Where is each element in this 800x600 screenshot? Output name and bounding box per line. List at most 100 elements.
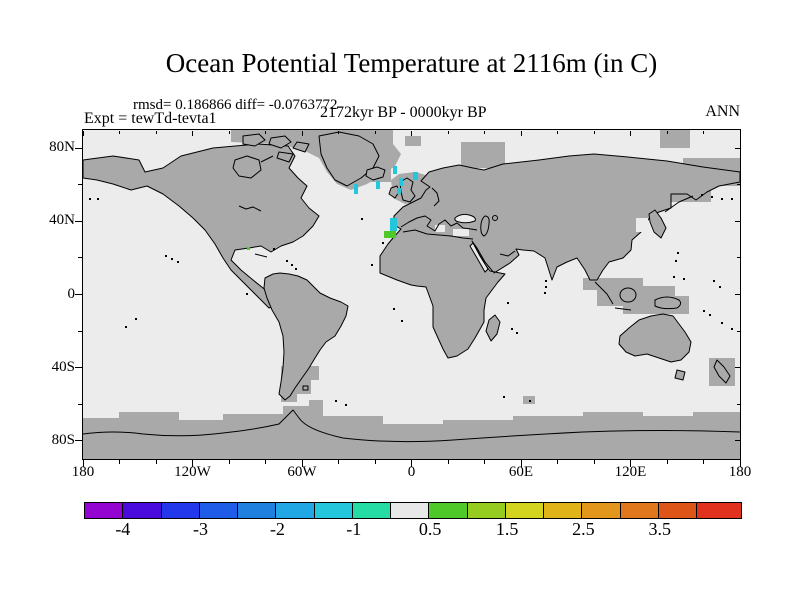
lon-tick-top: [666, 131, 668, 134]
lon-tick-bottom: [82, 460, 84, 467]
iceland: [365, 166, 386, 181]
colorbar-segment: [504, 503, 543, 518]
lon-tick-top: [301, 131, 303, 136]
plot-title: Ocean Potential Temperature at 2116m (in…: [165, 48, 658, 78]
lon-tick-bottom: [666, 460, 668, 464]
colorbar-tick-label: -1: [346, 519, 362, 539]
lat-axis-label: 0: [67, 285, 76, 302]
eurasia-africa: [379, 153, 740, 359]
lon-tick-bottom: [703, 460, 704, 464]
colorbar-segment: [619, 503, 658, 518]
lon-tick-bottom: [119, 460, 120, 464]
sea-of-japan: [636, 218, 648, 232]
lon-tick-bottom: [520, 460, 522, 467]
lon-tick-top: [374, 131, 376, 134]
anomaly-patch-pos_green: [384, 231, 396, 238]
colorbar-segment: [390, 503, 429, 518]
south-america: [263, 272, 349, 401]
colorbar-segment: [237, 503, 276, 518]
lon-tick-top: [593, 131, 595, 134]
anomaly-patch-neg_cyan: [354, 184, 358, 194]
lon-tick-top: [484, 131, 485, 134]
java-coast: [614, 307, 632, 311]
anomaly-patch-neg_cyan: [399, 178, 403, 186]
lat-tick-right: [737, 403, 740, 405]
lon-tick-top: [228, 131, 230, 134]
japan: [648, 209, 667, 239]
colorbar: [84, 502, 742, 519]
hudson-bay-coast: [232, 155, 274, 179]
world-map-svg: [83, 130, 740, 459]
colorbar-segment: [122, 503, 161, 518]
great-britain: [399, 177, 416, 203]
colorbar-segment: [85, 503, 123, 518]
coastline-detail-layer: [83, 155, 740, 443]
lon-axis-label: 120W: [174, 464, 211, 480]
season-label: ANN: [705, 103, 740, 120]
lon-tick-top: [265, 131, 266, 134]
lon-axis-label: 120E: [614, 464, 647, 480]
lon-tick-bottom: [374, 460, 376, 464]
lon-tick-top: [82, 131, 84, 136]
lon-tick-bottom: [630, 460, 631, 467]
colorbar-segment: [160, 503, 199, 518]
lat-tick-left: [78, 184, 82, 186]
borneo-coast: [619, 287, 637, 303]
new-guinea-coast: [654, 296, 682, 310]
anomaly-patch-neg_cyan: [413, 172, 418, 180]
rmsd-diff-stats: rmsd= 0.186866 diff= -0.0763772: [133, 97, 338, 113]
lon-tick-top: [557, 131, 558, 134]
experiment-label: Expt = tewTd-tevta1: [84, 110, 217, 127]
period-difference-label: 2172kyr BP - 0000kyr BP: [320, 104, 487, 121]
lon-axis-label: 180: [728, 464, 752, 480]
lat-tick-left: [75, 440, 82, 442]
barents-shelf: [461, 142, 505, 168]
lon-tick-bottom: [411, 460, 412, 467]
australia: [618, 313, 692, 363]
lon-tick-bottom: [739, 460, 741, 467]
anomaly-patches-layer: [247, 166, 418, 250]
levantine-basin: [453, 229, 469, 236]
colorbar-segment: [657, 503, 696, 518]
lon-tick-bottom: [338, 460, 339, 464]
colorbar-segment: [696, 503, 741, 518]
anomaly-patch-pos_green: [247, 247, 250, 250]
lon-axis-label: 0: [407, 464, 416, 480]
colorbar-segment: [466, 503, 505, 518]
land-layer: [83, 131, 740, 401]
colorbar-segment: [428, 503, 467, 518]
antarctica-band: [83, 400, 740, 459]
lon-tick-top: [411, 131, 412, 136]
lon-tick-top: [703, 131, 704, 134]
lat-tick-right: [735, 294, 740, 295]
lat-axis-label: 80N: [49, 139, 75, 156]
world-map-plot: [82, 129, 741, 460]
lon-tick-bottom: [265, 460, 266, 464]
lon-tick-top: [119, 131, 120, 134]
lat-tick-right: [735, 220, 740, 222]
lon-tick-bottom: [557, 460, 558, 464]
kuril-island-arc: [664, 195, 694, 213]
lat-tick-left: [78, 330, 82, 332]
mediterranean-north-shore: [400, 215, 478, 232]
anomaly-patch-neg_cyan: [397, 188, 401, 194]
colorbar-labels: -4 -3 -2 -1 0.5 1.5 2.5 3.5: [84, 519, 742, 543]
lon-tick-top: [520, 131, 522, 136]
lon-tick-top: [447, 131, 449, 134]
anomaly-patch-neg_cyan: [390, 218, 397, 231]
lon-axis-label: 60E: [508, 464, 534, 480]
lon-tick-top: [155, 131, 157, 134]
lon-tick-bottom: [593, 460, 595, 464]
lon-axis-label: 180: [71, 464, 95, 480]
great-lakes: [238, 205, 262, 212]
lon-tick-bottom: [301, 460, 303, 467]
lon-tick-bottom: [447, 460, 449, 464]
lat-tick-left: [78, 257, 82, 259]
colorbar-segment: [581, 503, 620, 518]
tasmania: [674, 369, 686, 381]
island-dots-layer: [89, 194, 733, 406]
lon-tick-top: [630, 131, 631, 136]
lat-tick-left: [75, 147, 82, 149]
lon-tick-top: [192, 131, 193, 136]
canadian-arctic-islands: [242, 133, 310, 163]
